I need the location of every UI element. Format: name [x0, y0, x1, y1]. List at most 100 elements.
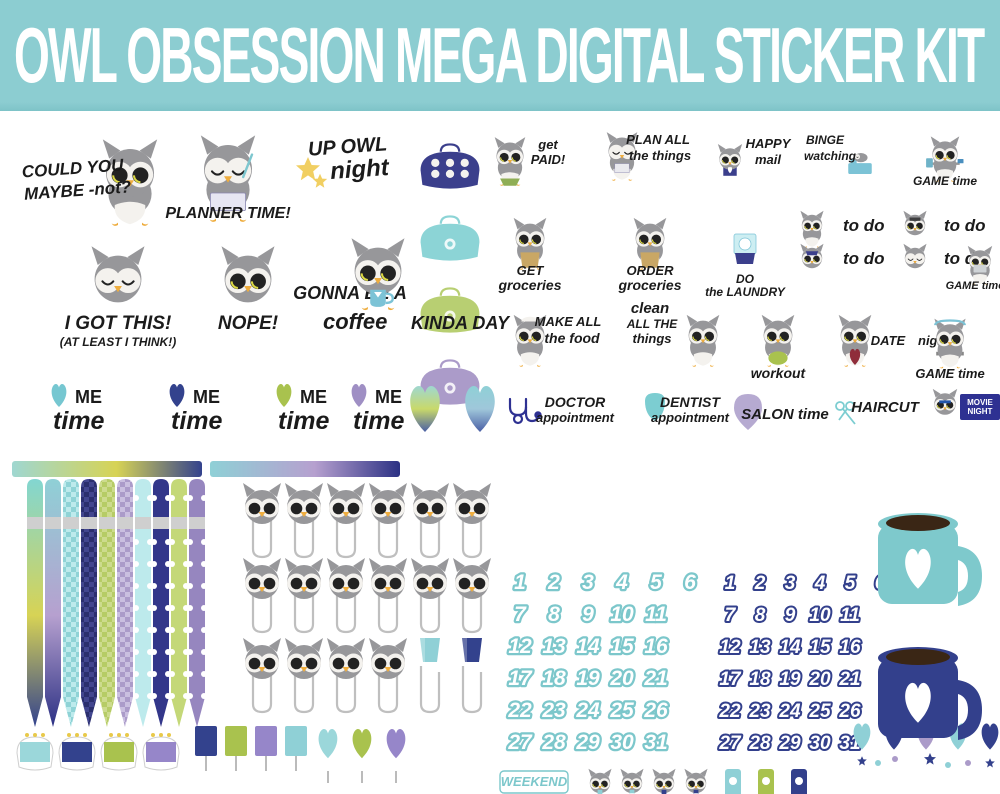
svg-text:10: 10: [809, 605, 831, 626]
svg-text:12: 12: [719, 637, 741, 658]
svg-text:25: 25: [609, 699, 634, 722]
svg-text:things: things: [633, 331, 672, 346]
svg-text:PAID!: PAID!: [531, 152, 566, 167]
svg-text:20: 20: [808, 669, 831, 690]
svg-text:17: 17: [508, 667, 533, 690]
svg-text:1: 1: [725, 573, 736, 594]
svg-text:3: 3: [785, 573, 796, 594]
svg-text:groceries: groceries: [617, 277, 681, 293]
svg-text:25: 25: [808, 701, 831, 722]
svg-text:BINGE: BINGE: [806, 133, 845, 147]
svg-text:9: 9: [785, 605, 796, 626]
svg-text:GAME time: GAME time: [946, 280, 1000, 292]
svg-text:GET: GET: [517, 263, 545, 278]
svg-text:12: 12: [508, 635, 532, 658]
svg-text:MOVIE: MOVIE: [967, 398, 993, 407]
svg-text:18: 18: [749, 669, 771, 690]
svg-text:24: 24: [575, 699, 600, 722]
svg-text:19: 19: [779, 669, 801, 690]
svg-text:22: 22: [718, 701, 741, 722]
svg-text:GAME time: GAME time: [915, 366, 984, 381]
svg-text:PLANNER TIME!: PLANNER TIME!: [165, 205, 291, 222]
svg-text:(AT LEAST I THINK!): (AT LEAST I THINK!): [60, 335, 176, 349]
svg-text:GAME time: GAME time: [913, 174, 977, 188]
svg-text:groceries: groceries: [497, 277, 561, 293]
svg-text:30: 30: [610, 731, 634, 754]
svg-text:26: 26: [643, 699, 668, 722]
svg-text:to do: to do: [843, 249, 885, 268]
svg-text:1: 1: [514, 571, 526, 594]
svg-text:watching: watching: [804, 149, 857, 163]
svg-text:31: 31: [644, 731, 667, 754]
svg-text:2: 2: [547, 571, 560, 594]
svg-text:get: get: [537, 137, 558, 152]
svg-text:DENTIST: DENTIST: [660, 394, 721, 410]
svg-text:10: 10: [610, 603, 634, 626]
svg-text:2: 2: [754, 573, 766, 594]
svg-text:SALON time: SALON time: [741, 406, 829, 423]
svg-text:mail: mail: [755, 152, 781, 167]
svg-text:NOPE!: NOPE!: [218, 313, 278, 334]
svg-text:KINDA DAY: KINDA DAY: [411, 313, 511, 333]
svg-text:27: 27: [718, 733, 742, 754]
svg-text:29: 29: [575, 731, 600, 754]
svg-text:21: 21: [643, 667, 667, 690]
svg-text:13: 13: [749, 637, 771, 658]
svg-text:3: 3: [582, 571, 594, 594]
svg-text:11: 11: [840, 605, 860, 626]
svg-text:9: 9: [582, 603, 594, 626]
svg-text:to do: to do: [843, 216, 885, 235]
svg-text:8: 8: [548, 603, 560, 626]
svg-text:time: time: [278, 407, 330, 435]
svg-text:22: 22: [507, 699, 532, 722]
svg-text:27: 27: [507, 731, 533, 754]
svg-text:HAIRCUT: HAIRCUT: [851, 399, 920, 416]
svg-text:19: 19: [576, 667, 600, 690]
svg-text:14: 14: [576, 635, 600, 658]
svg-text:appointment: appointment: [651, 410, 730, 425]
svg-text:DO: DO: [736, 272, 755, 286]
svg-text:7: 7: [514, 603, 527, 626]
svg-text:16: 16: [644, 635, 668, 658]
svg-text:18: 18: [542, 667, 566, 690]
svg-text:time: time: [171, 407, 223, 435]
svg-text:5: 5: [650, 571, 662, 594]
svg-text:7: 7: [725, 605, 737, 626]
svg-text:ME: ME: [75, 387, 102, 407]
svg-text:28: 28: [748, 733, 771, 754]
svg-text:15: 15: [809, 637, 831, 658]
svg-text:DOCTOR: DOCTOR: [545, 394, 606, 410]
svg-text:ME: ME: [193, 387, 220, 407]
svg-text:PLAN ALL: PLAN ALL: [626, 132, 690, 147]
svg-text:NIGHT: NIGHT: [968, 407, 993, 416]
svg-text:ME: ME: [300, 387, 327, 407]
svg-text:5: 5: [845, 573, 856, 594]
svg-text:6: 6: [684, 571, 696, 594]
svg-text:time: time: [53, 407, 105, 435]
svg-text:24: 24: [778, 701, 801, 722]
svg-text:night: night: [329, 154, 390, 185]
svg-text:WEEKEND: WEEKEND: [501, 774, 568, 789]
svg-text:11: 11: [645, 603, 667, 626]
svg-text:the LAUNDRY: the LAUNDRY: [705, 285, 786, 299]
svg-text:HAPPY: HAPPY: [746, 136, 792, 151]
svg-text:appointment: appointment: [536, 410, 615, 425]
svg-text:4: 4: [814, 573, 826, 594]
svg-text:28: 28: [541, 731, 566, 754]
svg-text:23: 23: [748, 701, 771, 722]
svg-text:time: time: [353, 407, 405, 435]
svg-text:ALL THE: ALL THE: [626, 317, 678, 331]
svg-text:4: 4: [615, 571, 628, 594]
svg-text:14: 14: [779, 637, 801, 658]
svg-text:clean: clean: [631, 300, 669, 317]
svg-text:13: 13: [542, 635, 566, 658]
svg-text:17: 17: [719, 669, 742, 690]
svg-text:coffee: coffee: [323, 309, 387, 334]
svg-text:I GOT THIS!: I GOT THIS!: [65, 313, 172, 334]
svg-text:16: 16: [839, 637, 861, 658]
svg-text:26: 26: [838, 701, 861, 722]
svg-text:15: 15: [610, 635, 634, 658]
svg-text:29: 29: [778, 733, 801, 754]
svg-text:ME: ME: [375, 387, 402, 407]
svg-text:DATE: DATE: [871, 333, 906, 348]
